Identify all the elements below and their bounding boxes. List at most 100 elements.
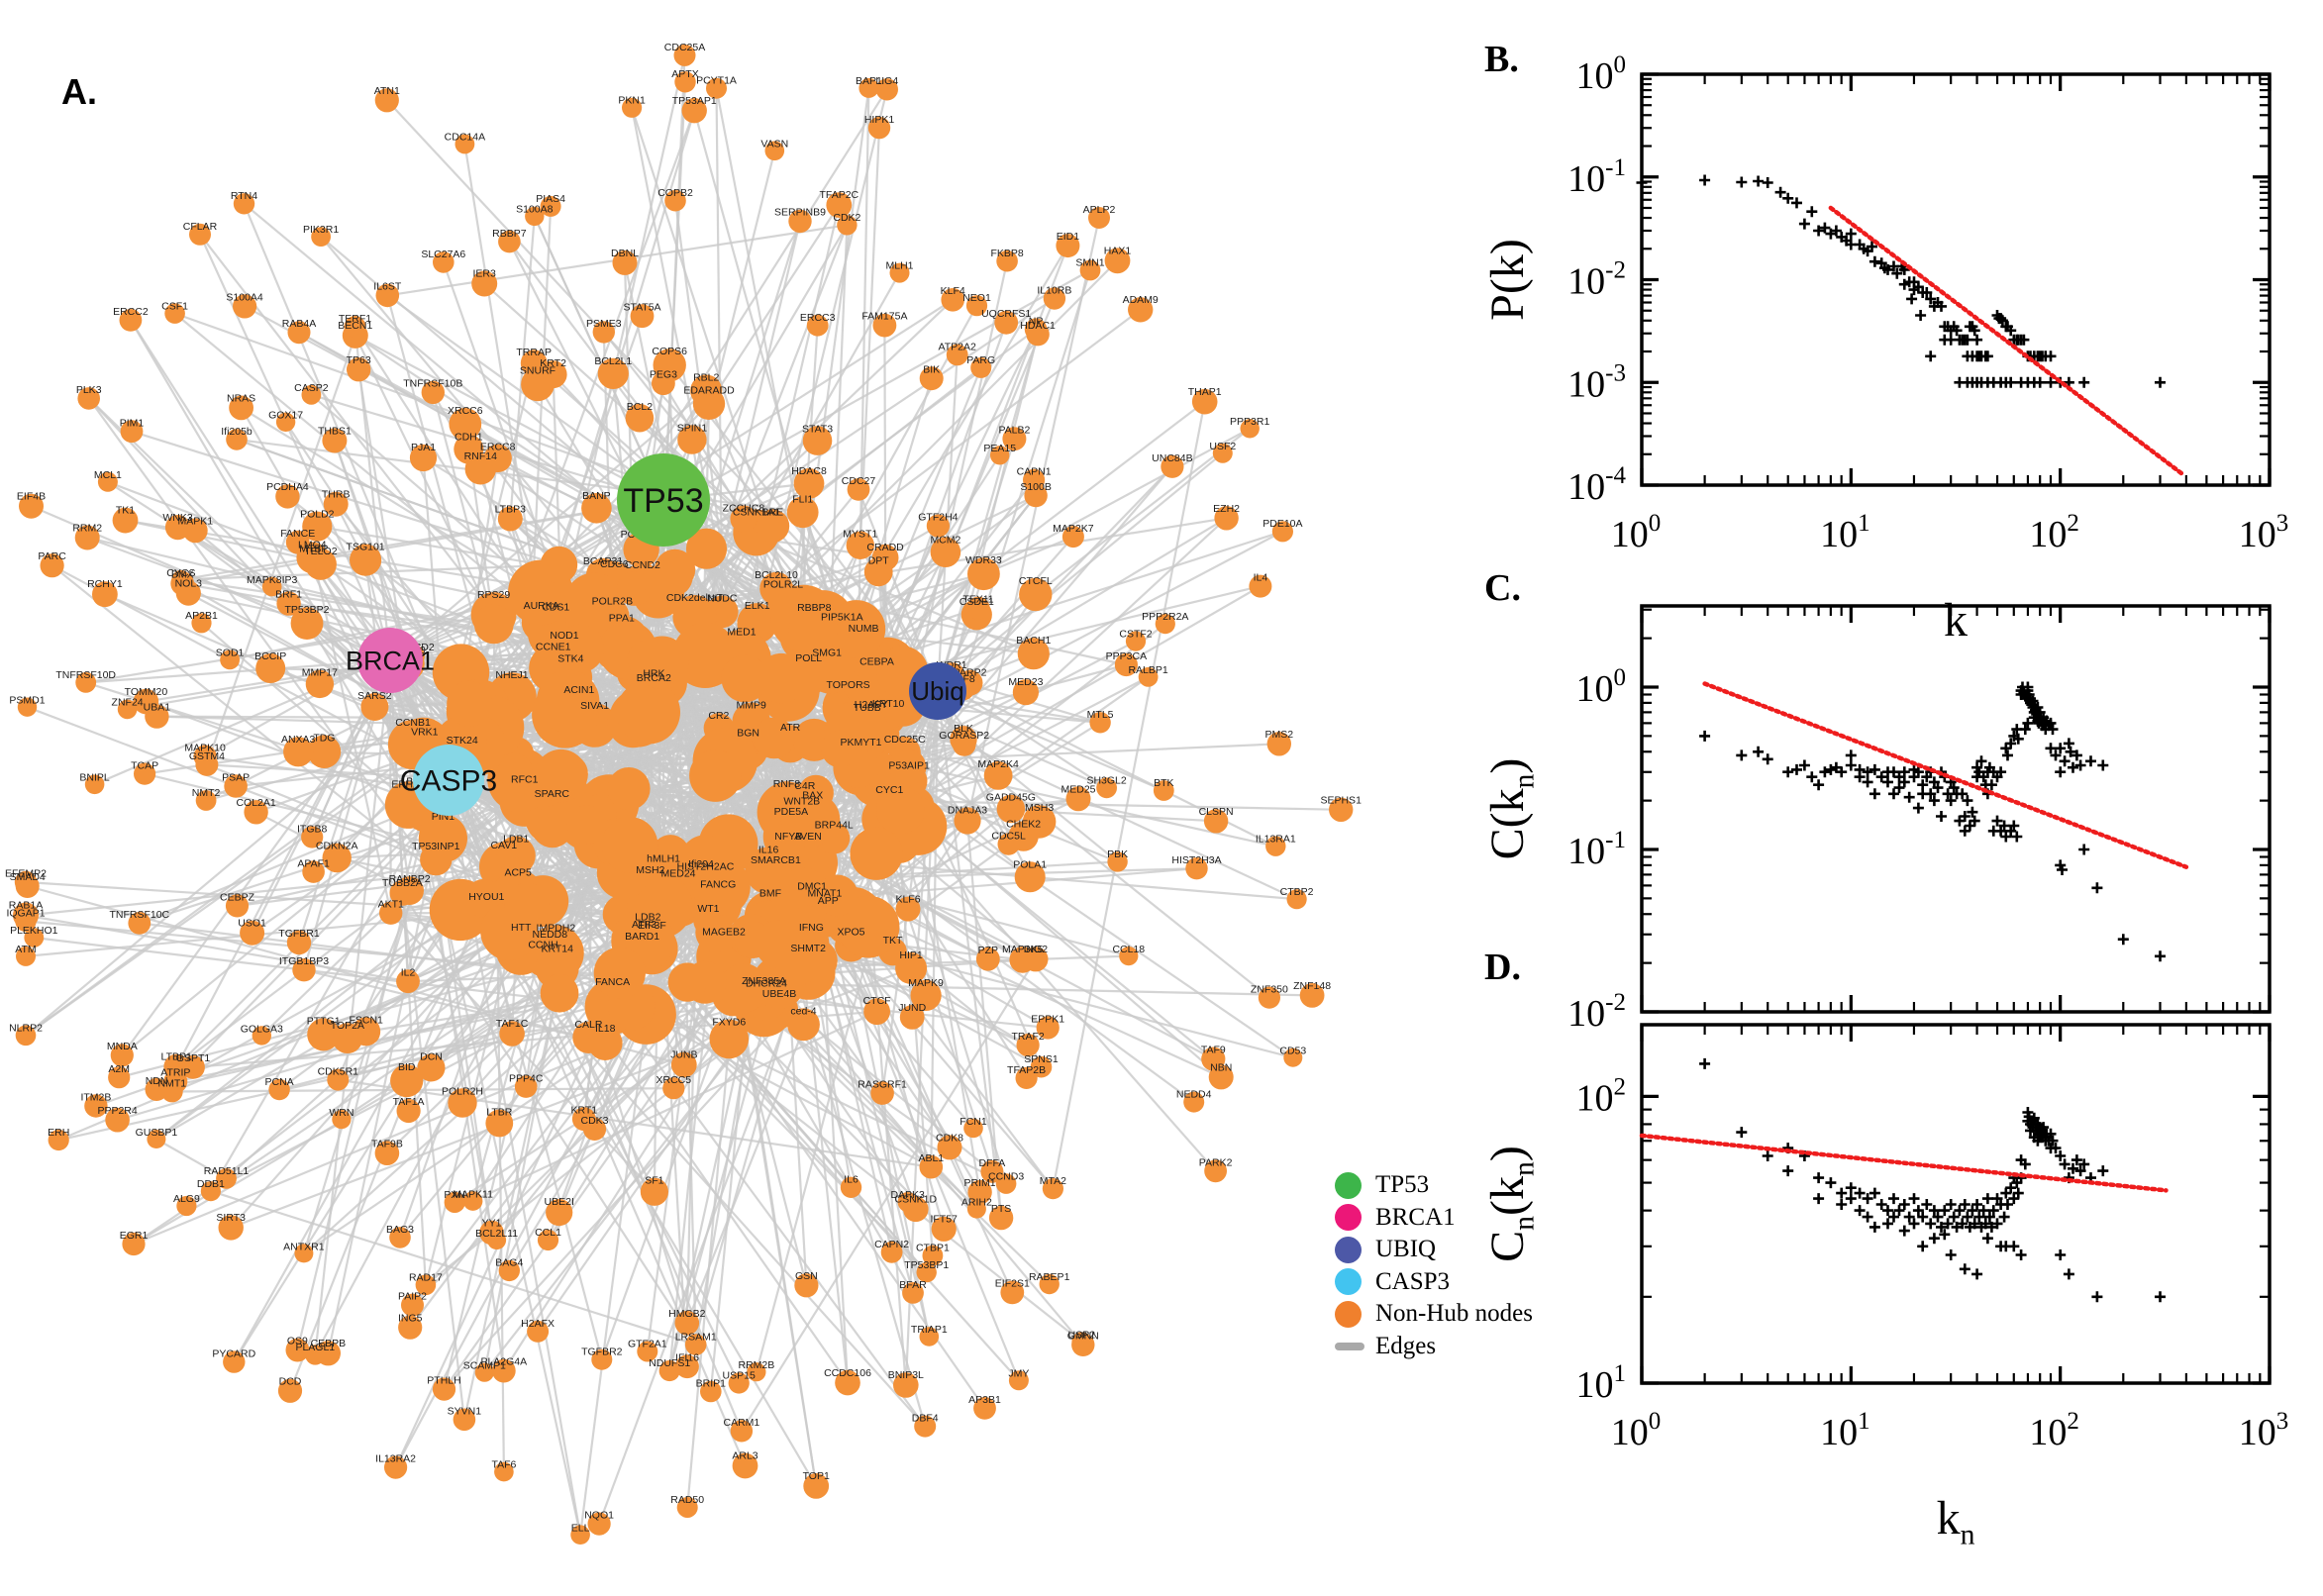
panel-a-label: A. — [61, 71, 97, 112]
network-node — [593, 947, 646, 999]
network-node-label: NDUFS1 — [649, 1357, 690, 1369]
network-node — [1012, 679, 1039, 706]
network-node — [1283, 1047, 1303, 1067]
network-node-label: MCL1 — [94, 469, 122, 481]
network-node-label: ATF3 — [632, 919, 656, 931]
network-node — [787, 1008, 820, 1042]
network-node — [756, 652, 807, 704]
network-node — [692, 387, 726, 420]
network-node — [283, 737, 314, 767]
network-node — [658, 1359, 680, 1382]
network-node — [1036, 1016, 1060, 1040]
network-node-label: WT1 — [697, 903, 719, 915]
network-node — [919, 366, 944, 391]
network-node — [899, 1005, 925, 1030]
nonhub-swatch-icon — [1335, 1300, 1362, 1328]
network-node-label: AURKA — [524, 600, 559, 612]
network-node — [97, 471, 118, 492]
network-node — [233, 294, 257, 319]
network-node — [676, 1497, 698, 1518]
legend-item-label: BRCA1 — [1375, 1203, 1456, 1231]
network-node — [305, 1345, 326, 1365]
network-node — [401, 1293, 424, 1317]
network-node-label: MED24 — [660, 868, 695, 880]
network-node-label: PBK — [1107, 848, 1128, 860]
y-axis-title: C(kn) — [1481, 758, 1541, 860]
network-node — [802, 426, 833, 455]
legend-item-brca1: BRCA1 — [1335, 1202, 1533, 1235]
network-node-label: RABEP1 — [1029, 1271, 1070, 1283]
network-node — [607, 767, 651, 811]
network-node — [108, 1066, 131, 1089]
network-node-label: RTN4 — [231, 190, 257, 202]
network-node — [730, 1420, 754, 1443]
network-node — [1329, 797, 1354, 822]
network-node-label: IL2 — [401, 966, 416, 978]
network-node — [464, 453, 496, 485]
network-node — [840, 1176, 862, 1199]
network-node — [1088, 207, 1110, 229]
network-node — [926, 514, 951, 538]
network-node — [474, 1362, 494, 1382]
network-node-label: PIK3R1 — [303, 224, 339, 236]
network-node — [84, 1094, 108, 1118]
network-node — [1183, 1091, 1205, 1113]
network-node-label: UBE2I — [545, 1196, 574, 1208]
network-node-label: PPP2R4 — [97, 1105, 137, 1117]
network-node — [92, 581, 118, 608]
network-node — [395, 876, 424, 905]
network-node-label: ING5 — [398, 1313, 423, 1325]
network-node — [1024, 483, 1048, 508]
network-node-label: CDC25C — [884, 734, 926, 746]
network-node-label: BRF1 — [275, 588, 302, 600]
panel-c-label: C. — [1484, 567, 1521, 609]
network-node-label: USF2 — [1209, 441, 1236, 452]
network-node — [176, 1195, 197, 1217]
network-node — [893, 1372, 919, 1398]
network-node — [919, 1154, 944, 1179]
network-node-label: PPP2R2A — [1142, 611, 1188, 623]
network-node — [684, 1334, 707, 1355]
network-node — [990, 446, 1010, 465]
network-node — [1155, 614, 1175, 635]
network-node — [1128, 297, 1154, 323]
network-node — [540, 546, 578, 584]
network-node-label: PPP3R1 — [1230, 416, 1269, 428]
network-node — [1104, 248, 1131, 274]
network-node-label: PPP3CA — [1106, 650, 1147, 662]
network-node — [630, 304, 655, 329]
network-node-label: STK4 — [557, 653, 583, 665]
network-node-label: EZH2 — [1213, 503, 1240, 515]
network-node — [966, 596, 990, 620]
network-node-label: PKMYT1 — [840, 737, 881, 748]
network-node — [133, 688, 159, 715]
network-node-label: RAD50 — [670, 1494, 704, 1506]
network-node — [837, 895, 900, 958]
network-node-label: CDC6 — [600, 558, 629, 570]
panel-d-label: D. — [1484, 947, 1521, 988]
network-node-label: UBE4B — [762, 988, 796, 1000]
fit-line — [1702, 681, 2189, 869]
network-node-label: BCL2L1 — [594, 355, 632, 367]
network-node-label: TP53BP2 — [285, 604, 330, 616]
network-node — [670, 1051, 697, 1078]
tick-label: 103 — [2239, 510, 2289, 555]
network-node — [252, 1026, 271, 1046]
network-node — [226, 429, 248, 450]
network-node-label: CDK8 — [936, 1132, 963, 1144]
network-node — [292, 958, 316, 982]
network-node — [616, 680, 680, 745]
edge-swatch-icon — [1335, 1342, 1364, 1350]
network-node — [417, 1053, 446, 1082]
network-node-label: CDK3 — [580, 1115, 608, 1127]
network-node-label: AVEN — [794, 831, 822, 843]
network-node — [375, 283, 400, 308]
network-node — [902, 1282, 924, 1304]
network-node — [19, 493, 44, 519]
network-node — [497, 506, 523, 532]
network-node — [536, 669, 600, 734]
network-node — [1039, 1273, 1060, 1295]
legend-item-label: Non-Hub nodes — [1375, 1300, 1534, 1328]
